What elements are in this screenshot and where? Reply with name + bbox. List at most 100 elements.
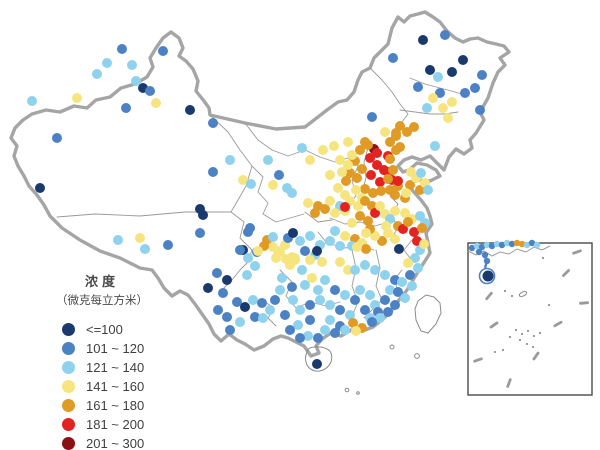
station-dot xyxy=(208,118,218,128)
station-dot xyxy=(345,168,355,178)
station-dot xyxy=(287,282,297,292)
station-dot xyxy=(370,231,380,241)
station-dot xyxy=(345,310,355,320)
station-dot xyxy=(400,208,410,218)
station-dot xyxy=(242,270,252,280)
station-dot xyxy=(250,312,260,322)
station-dot xyxy=(222,312,232,322)
station-dot xyxy=(468,244,476,252)
station-dot xyxy=(185,105,195,115)
station-dot xyxy=(403,217,413,227)
station-dot xyxy=(483,241,491,249)
legend-label: 161 ~ 180 xyxy=(86,398,145,413)
station-dot xyxy=(533,241,541,249)
station-dot xyxy=(503,239,511,247)
station-dot xyxy=(297,143,307,153)
station-dot xyxy=(380,270,390,280)
station-dot xyxy=(390,190,400,200)
station-dot xyxy=(351,326,361,336)
station-dot xyxy=(222,275,232,285)
legend-label: <=100 xyxy=(86,322,123,337)
station-dot xyxy=(390,300,400,310)
station-dot xyxy=(343,160,353,170)
station-dot xyxy=(419,239,429,249)
station-dot xyxy=(248,295,258,305)
station-dot xyxy=(409,227,419,237)
station-dot xyxy=(312,359,322,369)
station-dot xyxy=(312,246,322,256)
station-dot xyxy=(351,185,361,195)
station-dot xyxy=(343,137,353,147)
station-dot xyxy=(380,127,390,137)
station-dot xyxy=(163,240,173,250)
station-dot xyxy=(305,300,315,310)
legend-row: <=100 xyxy=(40,320,190,339)
station-dot xyxy=(340,290,350,300)
inset-island-specks xyxy=(494,257,550,353)
station-dot xyxy=(72,93,82,103)
station-dot xyxy=(417,223,427,233)
station-dot xyxy=(416,168,426,178)
station-dot xyxy=(320,325,330,335)
station-dot xyxy=(394,244,404,254)
station-dot xyxy=(240,302,250,312)
station-dot xyxy=(295,333,305,343)
station-dot xyxy=(290,253,300,263)
station-dot xyxy=(347,218,357,228)
station-dot xyxy=(405,270,415,280)
station-dot xyxy=(320,204,330,214)
station-dot xyxy=(287,188,297,198)
station-dot xyxy=(113,235,123,245)
legend-title: 浓度 xyxy=(84,274,119,289)
station-dot xyxy=(447,67,457,77)
station-dot xyxy=(397,277,407,287)
legend-row: 141 ~ 160 xyxy=(40,377,190,396)
station-dot xyxy=(102,58,112,68)
station-dot xyxy=(367,317,377,327)
station-dot xyxy=(275,285,285,295)
station-dot xyxy=(385,154,395,164)
station-dot xyxy=(393,287,403,297)
station-dot xyxy=(350,295,360,305)
station-dot xyxy=(493,240,501,248)
station-dot xyxy=(337,167,347,177)
station-dot xyxy=(413,82,423,92)
legend-row: 201 ~ 300 xyxy=(40,434,190,450)
station-dot xyxy=(131,76,141,86)
station-dot xyxy=(518,240,526,248)
station-dot xyxy=(213,305,223,315)
station-dot xyxy=(410,253,420,263)
legend-swatch xyxy=(62,342,75,355)
station-dot xyxy=(305,255,315,265)
station-dot xyxy=(325,300,335,310)
legend-label: 141 ~ 160 xyxy=(86,379,145,394)
station-dot xyxy=(383,228,393,238)
nine-dash-line xyxy=(473,249,589,388)
station-dot xyxy=(422,103,432,113)
legend-swatch xyxy=(62,418,75,431)
station-dot xyxy=(225,325,235,335)
station-dot xyxy=(360,184,370,194)
station-dot xyxy=(406,167,416,177)
legend-row: 101 ~ 120 xyxy=(40,339,190,358)
station-dot xyxy=(380,295,390,305)
station-dot xyxy=(361,228,371,238)
station-dot xyxy=(340,325,350,335)
station-dot xyxy=(325,170,335,180)
station-dot xyxy=(360,305,370,315)
station-dot xyxy=(385,285,395,295)
station-dot xyxy=(203,283,213,293)
station-dot xyxy=(140,244,150,254)
station-dot xyxy=(218,288,228,298)
station-dot xyxy=(365,153,375,163)
station-dot xyxy=(353,201,363,211)
legend-label: 101 ~ 120 xyxy=(86,341,145,356)
station-dot xyxy=(372,148,382,158)
station-dot xyxy=(377,236,387,246)
station-dot xyxy=(360,260,370,270)
legend-label: 201 ~ 300 xyxy=(86,436,145,450)
station-dot xyxy=(268,232,278,242)
station-dot xyxy=(313,285,323,295)
taiwan-outline xyxy=(414,294,442,334)
